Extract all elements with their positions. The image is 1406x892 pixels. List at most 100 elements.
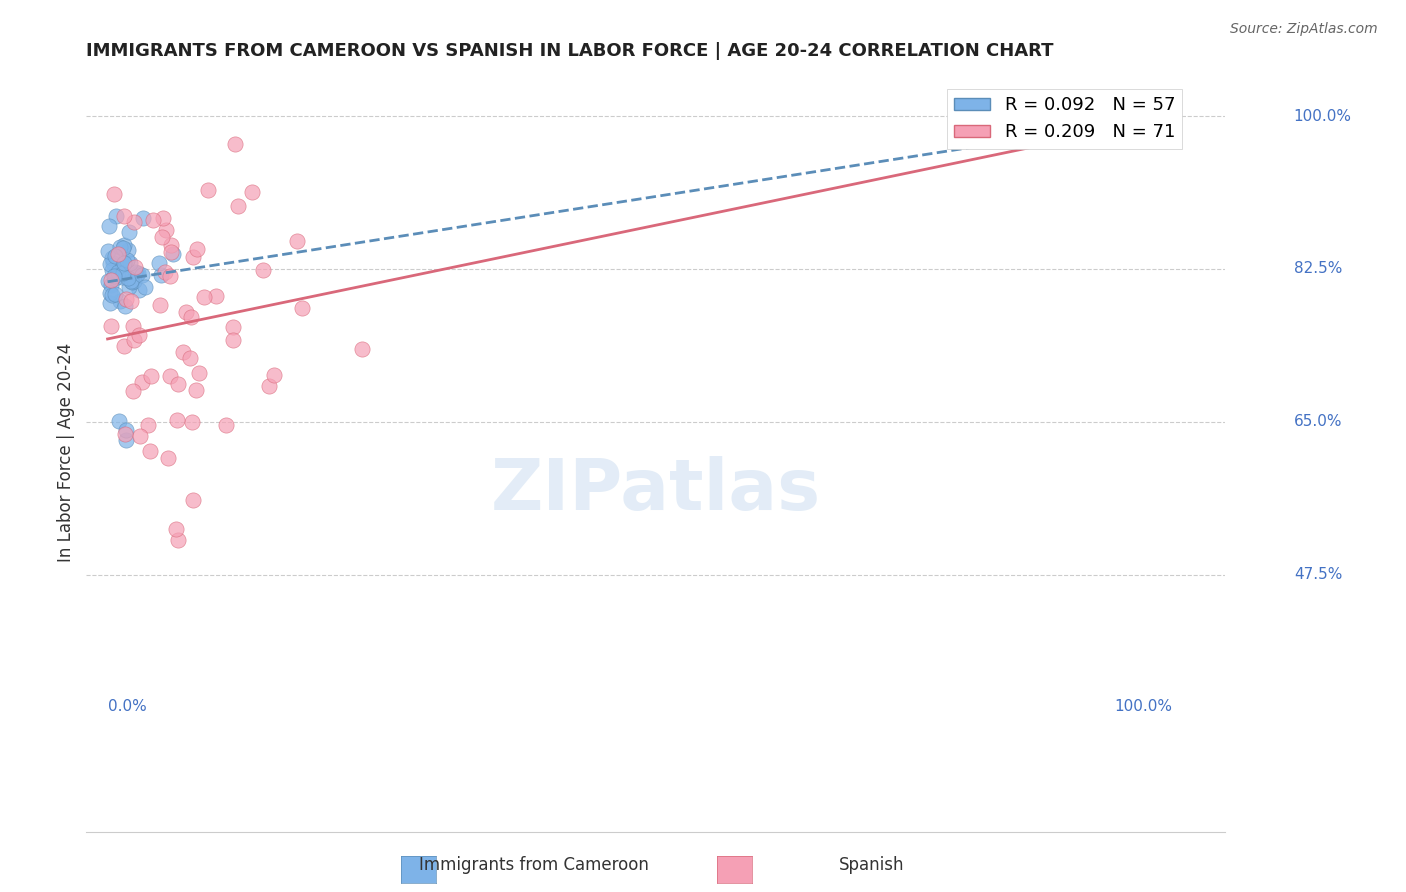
Point <box>1161 109 1184 123</box>
Point <box>181 492 204 507</box>
Point <box>1161 109 1184 123</box>
Point <box>159 244 181 259</box>
Point <box>112 238 135 252</box>
Point <box>1161 109 1184 123</box>
Point <box>104 270 127 285</box>
Point <box>1161 109 1184 123</box>
Point <box>124 265 146 279</box>
Point <box>127 266 149 280</box>
Point <box>129 429 152 443</box>
Text: Immigrants from Cameroon: Immigrants from Cameroon <box>419 856 650 874</box>
Point <box>157 450 180 465</box>
Point <box>114 299 136 313</box>
Point <box>120 274 142 288</box>
Point <box>117 243 139 257</box>
Point <box>155 223 177 237</box>
Point <box>121 275 143 289</box>
Point <box>222 333 245 347</box>
Point <box>112 339 135 353</box>
Point <box>1161 109 1184 123</box>
Text: 0.0%: 0.0% <box>108 699 146 714</box>
Point <box>100 318 122 333</box>
Point <box>97 273 120 287</box>
Point <box>1161 109 1184 123</box>
Point <box>162 247 184 261</box>
Point <box>125 268 148 282</box>
Point <box>179 351 201 366</box>
Point <box>112 256 135 270</box>
Point <box>252 263 274 277</box>
Point <box>1161 109 1184 123</box>
Point <box>142 213 165 227</box>
Point <box>1161 109 1184 123</box>
Point <box>186 242 208 256</box>
Point <box>112 241 135 255</box>
Text: 100.0%: 100.0% <box>1294 109 1351 124</box>
Point <box>165 522 187 536</box>
Point <box>166 376 188 391</box>
Point <box>1161 109 1184 123</box>
Point <box>352 342 374 356</box>
Point <box>1161 109 1184 123</box>
Point <box>159 269 181 284</box>
Point <box>103 268 125 283</box>
Point <box>100 263 122 277</box>
Point <box>108 413 131 427</box>
Point <box>101 256 124 270</box>
Point <box>180 310 202 324</box>
Point <box>1161 109 1184 123</box>
Point <box>291 301 314 315</box>
Point <box>184 384 207 398</box>
Point <box>166 412 188 426</box>
Point <box>1161 109 1184 123</box>
Point <box>240 185 263 199</box>
Point <box>226 199 249 213</box>
Point <box>104 209 127 223</box>
Point <box>139 444 162 458</box>
Point <box>152 211 174 225</box>
Point <box>193 290 215 304</box>
Point <box>122 384 145 399</box>
Point <box>197 183 219 197</box>
Point <box>139 368 162 383</box>
Point <box>1161 109 1184 123</box>
Point <box>114 427 136 442</box>
Point <box>124 274 146 288</box>
Point <box>159 368 181 383</box>
Point <box>204 289 226 303</box>
Point <box>174 304 197 318</box>
Point <box>100 273 122 287</box>
Text: IMMIGRANTS FROM CAMEROON VS SPANISH IN LABOR FORCE | AGE 20-24 CORRELATION CHART: IMMIGRANTS FROM CAMEROON VS SPANISH IN L… <box>86 42 1053 60</box>
Point <box>149 298 172 312</box>
Point <box>1161 109 1184 123</box>
Point <box>97 219 120 234</box>
Point <box>118 256 141 270</box>
Point <box>1161 109 1184 123</box>
Text: Spanish: Spanish <box>839 856 904 874</box>
Point <box>111 266 134 280</box>
Point <box>114 433 136 447</box>
Text: Source: ZipAtlas.com: Source: ZipAtlas.com <box>1230 22 1378 37</box>
Point <box>131 268 153 282</box>
Point <box>111 270 134 285</box>
Point <box>1161 109 1184 123</box>
Point <box>111 259 134 273</box>
Point <box>107 247 129 261</box>
Point <box>1161 109 1184 123</box>
Point <box>136 417 159 432</box>
Point <box>1161 109 1184 123</box>
Point <box>108 240 131 254</box>
Point <box>148 256 170 270</box>
Point <box>150 229 173 244</box>
Point <box>128 284 150 298</box>
Text: 82.5%: 82.5% <box>1294 261 1343 277</box>
Point <box>121 319 143 334</box>
Y-axis label: In Labor Force | Age 20-24: In Labor Force | Age 20-24 <box>58 343 75 562</box>
Point <box>131 375 153 389</box>
Point <box>98 256 121 270</box>
Point <box>181 251 204 265</box>
Point <box>122 334 145 348</box>
Text: ZIPatlas: ZIPatlas <box>491 456 821 524</box>
Point <box>1161 109 1184 123</box>
Point <box>167 533 190 548</box>
